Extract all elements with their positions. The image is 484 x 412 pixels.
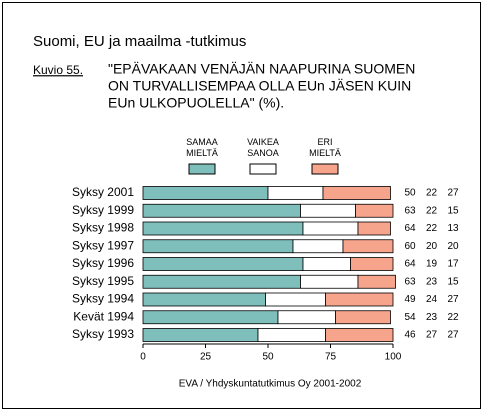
- bar-segment: [325, 292, 394, 307]
- bar-segment: [142, 310, 279, 325]
- legend-label: VAIKEA SANOA: [247, 137, 279, 158]
- value-label: 22: [447, 312, 459, 323]
- value-label: 54: [404, 312, 416, 323]
- y-tick-label: Syksy 1998: [72, 221, 134, 235]
- bar-segment: [300, 203, 356, 218]
- bar-segment: [142, 221, 304, 236]
- bar-segment: [257, 328, 326, 342]
- legend-swatch: [311, 163, 339, 175]
- bar-segment: [302, 221, 359, 236]
- bar-segment: [357, 221, 391, 236]
- y-tick-label: Kevät 1994: [73, 309, 134, 323]
- bar-segment: [322, 186, 391, 200]
- legend-swatch: [188, 163, 216, 175]
- bar-segment: [300, 274, 359, 289]
- bar-segment: [142, 203, 301, 218]
- subtitle-line: "EPÄVAKAAN VENÄJÄN NAAPURINA SUOMEN: [108, 61, 415, 77]
- chart-title: Suomi, EU ja maailma -tutkimus: [33, 33, 246, 50]
- bar-segment: [142, 186, 269, 200]
- value-label: 23: [426, 312, 438, 323]
- value-label: 63: [404, 205, 416, 216]
- value-label: 46: [404, 330, 416, 341]
- value-label: 15: [447, 276, 459, 287]
- bar-segment: [342, 239, 394, 254]
- value-label: 27: [447, 188, 459, 199]
- value-label: 60: [404, 241, 416, 252]
- value-label: 27: [426, 330, 438, 341]
- value-label: 20: [447, 241, 459, 252]
- y-tick-label: Syksy 1995: [72, 274, 134, 288]
- bar-segment: [142, 274, 301, 289]
- value-label: 17: [447, 259, 459, 270]
- source: EVA / Yhdyskuntatutkimus Oy 2001-2002: [179, 379, 362, 390]
- x-tick-label: 25: [200, 352, 212, 363]
- value-label: 19: [426, 259, 438, 270]
- bar-segment: [357, 274, 396, 289]
- bar-segment: [302, 257, 351, 271]
- value-label: 27: [447, 294, 459, 305]
- value-label: 64: [404, 223, 416, 234]
- x-tick-label: 100: [385, 352, 402, 363]
- x-tick-label: 0: [140, 352, 146, 363]
- y-tick-label: Syksy 2001: [72, 185, 134, 199]
- bar-segment: [335, 310, 391, 325]
- value-label: 49: [404, 294, 416, 305]
- y-tick-label: Syksy 1993: [72, 327, 134, 341]
- subtitle-line: EUn ULKOPUOLELLA" (%).: [108, 95, 284, 111]
- bar-segment: [265, 292, 326, 307]
- bar-segment: [142, 292, 266, 307]
- y-tick-label: Syksy 1997: [72, 238, 134, 252]
- value-label: 22: [426, 188, 438, 199]
- bar-segment: [267, 186, 324, 200]
- bar-segment: [142, 239, 294, 254]
- value-label: 23: [426, 276, 438, 287]
- subtitle-line: ON TURVALLISEMPAA OLLA EUn JÄSEN KUIN: [108, 78, 411, 94]
- value-label: 22: [426, 223, 438, 234]
- value-label: 20: [426, 241, 438, 252]
- bar-segment: [355, 203, 394, 218]
- value-label: 13: [447, 223, 459, 234]
- value-label: 22: [426, 205, 438, 216]
- legend-swatch: [249, 163, 277, 175]
- value-label: 15: [447, 205, 459, 216]
- x-tick-label: 75: [325, 352, 337, 363]
- value-label: 50: [404, 188, 416, 199]
- bar-segment: [277, 310, 336, 325]
- bar-segment: [325, 328, 394, 342]
- value-label: 63: [404, 276, 416, 287]
- y-tick-label: Syksy 1996: [72, 256, 134, 270]
- value-label: 64: [404, 259, 416, 270]
- value-label: 24: [426, 294, 438, 305]
- x-tick-label: 50: [262, 352, 274, 363]
- y-tick-label: Syksy 1994: [72, 292, 134, 306]
- legend-label: SAMAA MIELTÄ: [186, 137, 218, 158]
- bar-segment: [142, 257, 304, 271]
- figure-label: Kuvio 55.: [33, 63, 83, 77]
- bar-segment: [142, 328, 259, 342]
- y-tick-label: Syksy 1999: [72, 203, 134, 217]
- legend-label: ERI MIELTÄ: [309, 137, 341, 158]
- bar-segment: [350, 257, 394, 271]
- value-label: 27: [447, 330, 459, 341]
- bar-segment: [292, 239, 344, 254]
- frame: [2, 2, 481, 409]
